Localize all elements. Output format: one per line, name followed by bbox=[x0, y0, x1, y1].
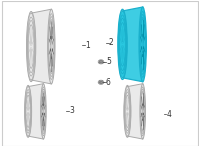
Ellipse shape bbox=[48, 14, 55, 79]
Ellipse shape bbox=[124, 87, 131, 136]
Ellipse shape bbox=[49, 20, 54, 74]
Ellipse shape bbox=[48, 17, 54, 76]
Circle shape bbox=[99, 81, 103, 83]
Polygon shape bbox=[28, 84, 43, 139]
Ellipse shape bbox=[120, 23, 125, 66]
Ellipse shape bbox=[140, 87, 145, 136]
Ellipse shape bbox=[43, 106, 44, 116]
Ellipse shape bbox=[42, 93, 45, 130]
Ellipse shape bbox=[41, 87, 46, 136]
Ellipse shape bbox=[139, 11, 146, 77]
Circle shape bbox=[98, 60, 104, 64]
Ellipse shape bbox=[41, 89, 46, 133]
Polygon shape bbox=[31, 9, 51, 84]
Ellipse shape bbox=[140, 89, 145, 133]
Text: 1: 1 bbox=[85, 41, 90, 50]
Ellipse shape bbox=[52, 49, 53, 51]
Ellipse shape bbox=[140, 15, 146, 74]
Ellipse shape bbox=[139, 7, 146, 82]
Text: 3: 3 bbox=[69, 106, 74, 115]
Ellipse shape bbox=[25, 87, 31, 136]
Text: 5: 5 bbox=[106, 57, 111, 66]
Ellipse shape bbox=[26, 95, 30, 127]
Ellipse shape bbox=[140, 17, 145, 71]
Ellipse shape bbox=[141, 93, 145, 130]
Ellipse shape bbox=[51, 40, 52, 53]
Ellipse shape bbox=[140, 19, 145, 70]
Polygon shape bbox=[122, 7, 143, 82]
Ellipse shape bbox=[48, 9, 55, 84]
Circle shape bbox=[98, 80, 104, 84]
Text: 4: 4 bbox=[167, 110, 171, 119]
Ellipse shape bbox=[142, 106, 143, 116]
Ellipse shape bbox=[41, 91, 45, 131]
Ellipse shape bbox=[141, 91, 145, 131]
Ellipse shape bbox=[118, 11, 127, 78]
Ellipse shape bbox=[142, 38, 143, 51]
Ellipse shape bbox=[27, 13, 36, 80]
Text: 2: 2 bbox=[109, 38, 114, 47]
Circle shape bbox=[99, 61, 103, 63]
Ellipse shape bbox=[49, 21, 54, 72]
Ellipse shape bbox=[140, 84, 145, 139]
Ellipse shape bbox=[41, 84, 46, 139]
Text: 6: 6 bbox=[106, 78, 111, 87]
Ellipse shape bbox=[28, 25, 34, 68]
Ellipse shape bbox=[125, 95, 130, 127]
Polygon shape bbox=[127, 84, 143, 139]
